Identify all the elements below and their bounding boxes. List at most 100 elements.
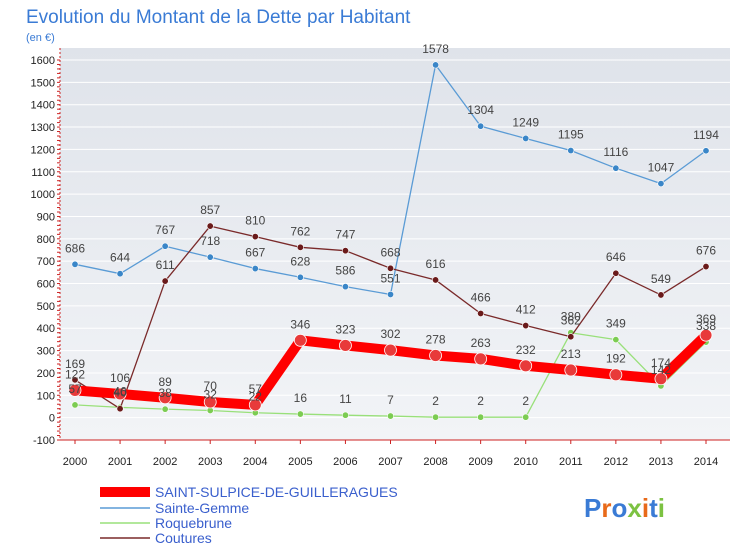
data-label: 628 (290, 254, 310, 268)
data-label: 57 (249, 382, 263, 396)
series-point (657, 291, 665, 299)
series-point (161, 277, 169, 285)
legend: SAINT-SULPICE-DE-GUILLERAGUESSainte-Gemm… (100, 484, 398, 546)
data-label: 16 (294, 391, 308, 405)
data-label: 362 (561, 314, 581, 328)
logo-text: Proxiti (584, 493, 665, 523)
x-tick-label: 2002 (153, 456, 177, 468)
legend-label: Sainte-Gemme (155, 500, 249, 516)
series-point (158, 391, 172, 405)
data-label: 70 (204, 379, 218, 393)
y-tick-label: 1300 (31, 122, 55, 134)
data-label: 2 (477, 394, 484, 408)
data-label: 232 (516, 343, 536, 357)
series-point (477, 122, 485, 130)
series-point (432, 276, 440, 284)
series-point (341, 283, 349, 291)
series-point (339, 339, 352, 352)
series-point (116, 405, 124, 413)
y-tick-label: 300 (37, 346, 55, 358)
data-label: 213 (561, 347, 581, 361)
series-point (203, 395, 217, 409)
series-point (116, 270, 124, 278)
series-point (384, 343, 397, 357)
y-tick-label: 1100 (31, 167, 55, 179)
proxiti-logo: Proxiti (584, 493, 665, 523)
x-tick-label: 2014 (694, 456, 718, 468)
series-point (702, 147, 710, 155)
data-label: 106 (110, 371, 130, 385)
series-point (296, 273, 304, 281)
data-label: 646 (606, 250, 626, 264)
data-label: 32 (204, 387, 218, 401)
series-point (386, 290, 394, 298)
data-label: 1116 (603, 145, 628, 159)
y-tick-label: 0 (49, 413, 55, 425)
y-tick-label: 1200 (31, 144, 55, 156)
series-point (522, 322, 530, 330)
data-label: 1249 (512, 115, 539, 129)
x-tick-label: 2006 (333, 456, 357, 468)
series-point (429, 349, 442, 362)
data-label: 302 (380, 327, 400, 341)
data-label: 323 (335, 322, 355, 336)
series-point (113, 387, 127, 401)
series-point (206, 253, 214, 261)
series-point (702, 263, 710, 271)
x-tick-label: 2013 (649, 456, 673, 468)
data-label: 611 (156, 258, 175, 272)
x-tick-label: 2011 (559, 456, 583, 468)
x-tick-label: 2004 (243, 456, 267, 468)
data-label: 122 (65, 367, 85, 381)
data-label: 263 (471, 336, 491, 350)
series-point (699, 328, 713, 342)
series-point (477, 413, 485, 421)
data-label: 1047 (648, 161, 675, 175)
data-label: 7 (387, 393, 394, 407)
x-tick-label: 2005 (288, 456, 312, 468)
series-point (293, 333, 307, 347)
series-point (612, 164, 620, 172)
data-label: 1304 (467, 103, 494, 117)
data-label: 668 (380, 245, 400, 259)
series-point (206, 222, 214, 230)
data-label: 2 (522, 394, 529, 408)
series-point (432, 413, 440, 421)
data-label: 142 (651, 363, 671, 377)
legend-label: SAINT-SULPICE-DE-GUILLERAGUES (155, 484, 398, 500)
y-tick-label: 900 (37, 211, 55, 223)
y-tick-label: 500 (37, 301, 55, 313)
data-label: 616 (426, 257, 446, 271)
gridlines (60, 59, 730, 441)
series-point (71, 376, 79, 384)
data-label: 767 (155, 223, 175, 237)
x-tick-label: 2009 (468, 456, 492, 468)
series-point (341, 411, 349, 419)
series-point (68, 383, 82, 397)
data-label: 762 (290, 224, 310, 238)
data-label: 644 (110, 251, 130, 265)
series-point (477, 309, 485, 317)
data-label: 278 (426, 333, 446, 347)
data-label: 346 (290, 317, 310, 331)
y-tick-label: 1500 (31, 77, 55, 89)
series-point (161, 242, 169, 250)
data-label: 857 (200, 203, 220, 217)
y-tick-label: 700 (37, 256, 55, 268)
series-point (519, 359, 533, 373)
data-label: 549 (651, 272, 671, 286)
x-tick-label: 2010 (513, 456, 537, 468)
series-point (567, 333, 575, 341)
data-label: 40 (113, 386, 127, 400)
data-label: 38 (158, 386, 172, 400)
legend-label: Coutures (155, 530, 212, 546)
x-tick-label: 2001 (108, 456, 132, 468)
data-label: 676 (696, 244, 716, 258)
data-label: 338 (696, 319, 716, 333)
data-label: 369 (696, 312, 716, 326)
data-label: 551 (380, 271, 400, 285)
y-tick-label: 800 (37, 234, 55, 246)
chart-subtitle: (en €) (26, 32, 55, 44)
chart-title: Evolution du Montant de la Dette par Hab… (26, 7, 411, 28)
